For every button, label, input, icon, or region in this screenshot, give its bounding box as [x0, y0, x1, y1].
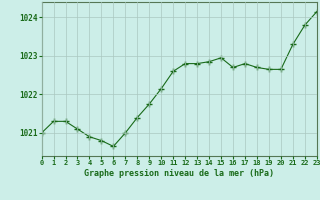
X-axis label: Graphe pression niveau de la mer (hPa): Graphe pression niveau de la mer (hPa)	[84, 169, 274, 178]
